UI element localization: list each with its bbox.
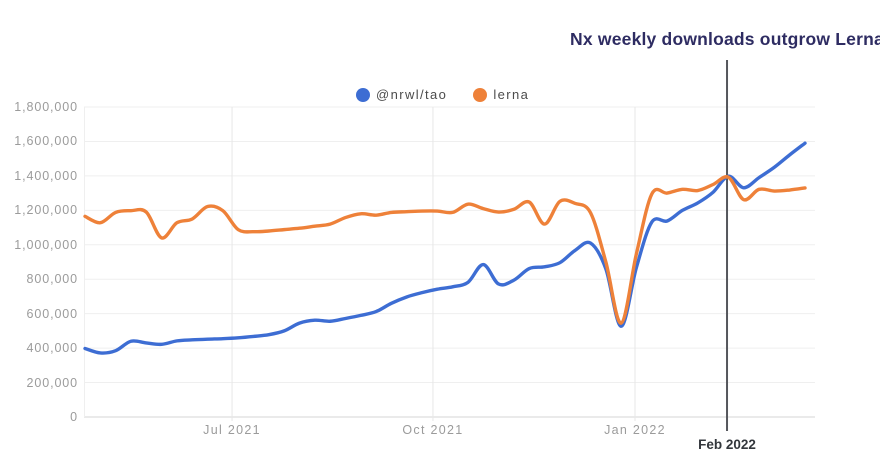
x-axis-tick-label: Oct 2021 xyxy=(402,423,464,437)
legend-item-nrwl-tao[interactable]: @nrwl/tao xyxy=(356,87,447,102)
nrwl-tao-series-dot-icon xyxy=(356,87,370,102)
annotation-label-feb-2022: Feb 2022 xyxy=(698,437,756,452)
y-axis-tick-label: 1,400,000 xyxy=(14,168,78,183)
y-axis-tick-label: 0 xyxy=(70,410,78,424)
series-line-lerna xyxy=(83,175,807,325)
y-axis-tick-label: 400,000 xyxy=(26,341,78,356)
legend-label-lerna: lerna xyxy=(493,87,530,102)
y-axis-tick-label: 1,000,000 xyxy=(14,237,78,252)
x-axis-tick-label: Jul 2021 xyxy=(203,423,261,437)
legend-label-nrwl-tao: @nrwl/tao xyxy=(376,87,448,102)
y-axis-tick-label: 200,000 xyxy=(26,375,78,390)
y-axis-tick-label: 800,000 xyxy=(26,272,78,287)
y-axis-tick-label: 1,200,000 xyxy=(14,203,78,218)
chart-title: Nx weekly downloads outgrow Lerna xyxy=(570,29,880,49)
lerna-series-dot-icon xyxy=(473,87,488,102)
y-axis-tick-label: 1,800,000 xyxy=(14,100,78,114)
y-axis-tick-label: 1,600,000 xyxy=(14,134,78,149)
x-axis-tick-label: Jan 2022 xyxy=(604,423,666,437)
y-axis-tick-label: 600,000 xyxy=(26,306,78,321)
chart-legend: @nrwl/tao lerna xyxy=(356,87,529,102)
legend-item-lerna[interactable]: lerna xyxy=(473,87,529,102)
series-line--nrwl-tao xyxy=(83,141,807,355)
